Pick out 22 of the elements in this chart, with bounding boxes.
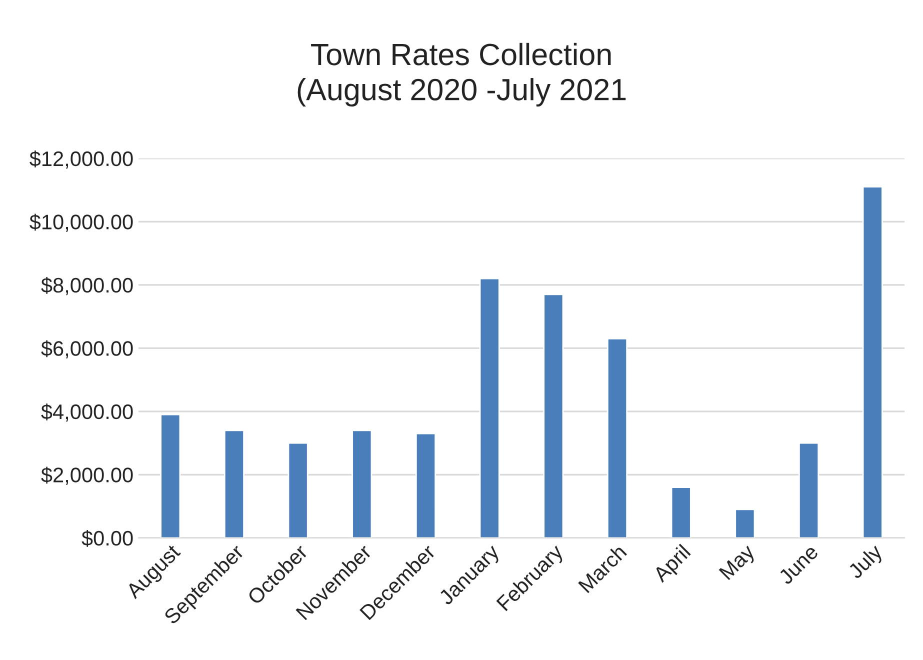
bar [415,432,436,538]
x-tick-label: July [846,542,886,582]
bar [288,442,308,538]
bar [734,508,756,538]
y-tick-label: $6,000.00 [41,340,133,358]
bar [224,430,244,538]
bar [160,414,181,538]
bar [352,430,372,538]
bar [543,294,564,538]
y-tick-label: $12,000.00 [30,150,133,169]
y-tick-label: $0.00 [82,530,133,547]
bar [606,338,628,538]
y-tick-label: $2,000.00 [41,466,133,485]
y-tick-label: $8,000.00 [41,277,133,296]
bar [862,186,883,538]
chart-title: Town Rates Collection (August 2020 -July 2021 [298,42,626,107]
bar [670,486,692,538]
bar [479,278,500,538]
y-tick-label: $10,000.00 [30,214,133,232]
y-tick-label: $4,000.00 [41,404,133,422]
x-tick-label: May [718,543,759,584]
bar [798,442,820,538]
